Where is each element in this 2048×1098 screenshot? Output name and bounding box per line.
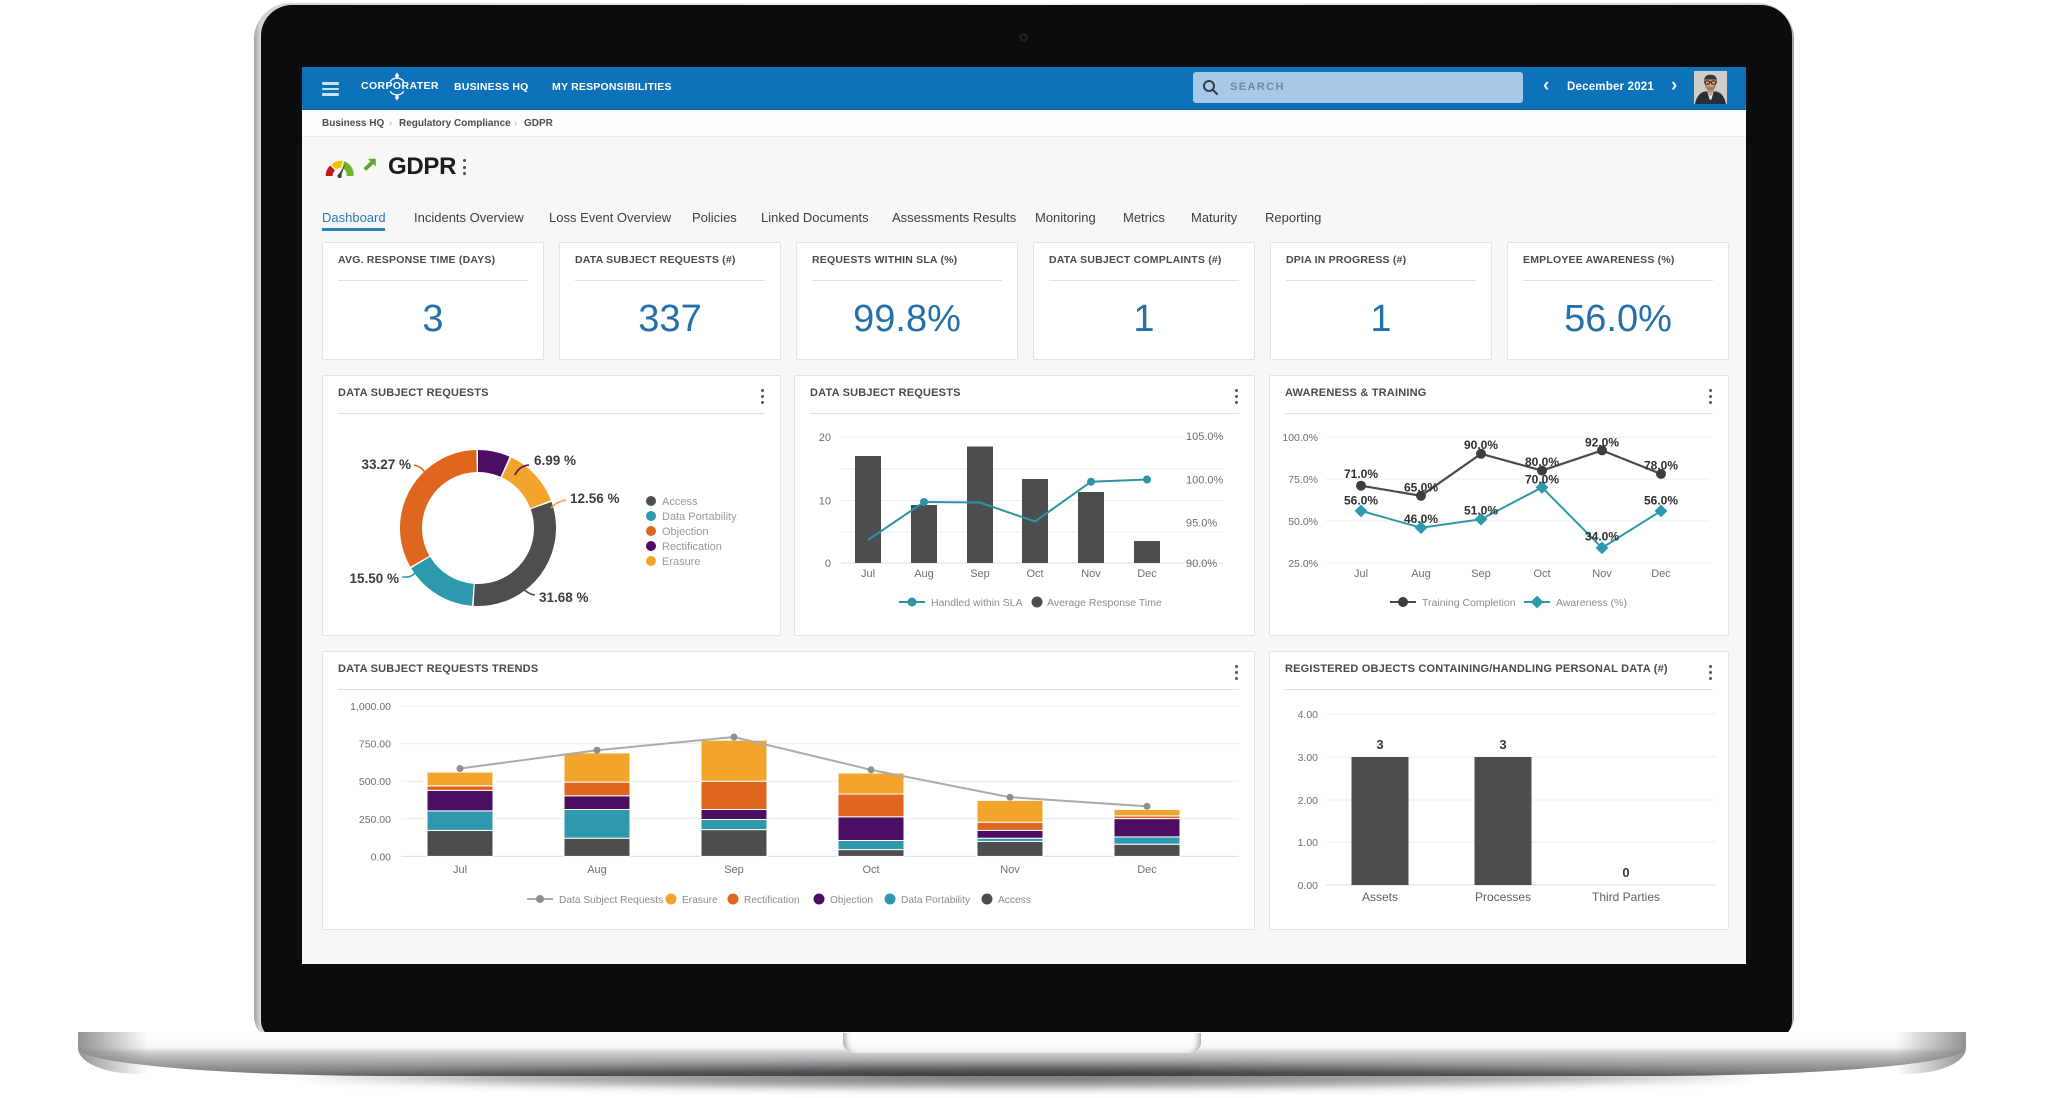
svg-text:Objection: Objection <box>830 895 873 906</box>
svg-text:Objection: Objection <box>662 526 708 538</box>
svg-text:80.0%: 80.0% <box>1525 455 1559 469</box>
svg-text:Access: Access <box>662 496 698 508</box>
svg-text:25.0%: 25.0% <box>1288 558 1318 570</box>
svg-text:Nov: Nov <box>1000 864 1020 876</box>
svg-text:1.00: 1.00 <box>1298 837 1319 849</box>
svg-text:10: 10 <box>819 496 831 508</box>
svg-text:750.00: 750.00 <box>359 739 391 751</box>
svg-text:Sep: Sep <box>1471 568 1491 580</box>
svg-text:Data Subject Requests: Data Subject Requests <box>559 895 663 906</box>
svg-text:3.00: 3.00 <box>1298 752 1319 764</box>
svg-text:0.00: 0.00 <box>1298 880 1319 892</box>
svg-text:Erasure: Erasure <box>662 556 701 568</box>
svg-text:Nov: Nov <box>1592 568 1612 580</box>
svg-text:95.0%: 95.0% <box>1186 517 1217 529</box>
svg-text:33.27 %: 33.27 % <box>361 457 411 472</box>
svg-text:Oct: Oct <box>862 864 879 876</box>
svg-text:Aug: Aug <box>1411 568 1431 580</box>
svg-text:Data Portability: Data Portability <box>662 511 737 523</box>
svg-text:Dec: Dec <box>1651 568 1671 580</box>
svg-text:70.0%: 70.0% <box>1525 473 1559 487</box>
svg-text:Rectification: Rectification <box>662 541 722 553</box>
svg-text:Oct: Oct <box>1026 568 1043 580</box>
svg-text:56.0%: 56.0% <box>1344 494 1378 508</box>
svg-text:3: 3 <box>1499 737 1506 752</box>
svg-text:105.0%: 105.0% <box>1186 431 1224 443</box>
svg-text:500.00: 500.00 <box>359 776 391 788</box>
svg-text:20: 20 <box>819 432 831 444</box>
svg-text:Access: Access <box>998 895 1031 906</box>
svg-text:34.0%: 34.0% <box>1585 530 1619 544</box>
svg-text:75.0%: 75.0% <box>1288 474 1318 486</box>
svg-text:Aug: Aug <box>914 568 934 580</box>
svg-text:Erasure: Erasure <box>682 895 718 906</box>
svg-text:Jul: Jul <box>1354 568 1368 580</box>
svg-text:90.0%: 90.0% <box>1186 558 1217 570</box>
svg-text:50.0%: 50.0% <box>1288 516 1318 528</box>
svg-text:92.0%: 92.0% <box>1585 436 1619 450</box>
svg-text:65.0%: 65.0% <box>1404 481 1438 495</box>
svg-text:46.0%: 46.0% <box>1404 512 1438 526</box>
svg-text:12.56 %: 12.56 % <box>570 491 620 506</box>
svg-text:Third Parties: Third Parties <box>1592 890 1660 904</box>
svg-text:Dec: Dec <box>1137 568 1157 580</box>
svg-text:51.0%: 51.0% <box>1464 504 1498 518</box>
svg-text:Training Completion: Training Completion <box>1422 597 1516 609</box>
svg-text:100.0%: 100.0% <box>1282 432 1318 444</box>
svg-text:Dec: Dec <box>1137 864 1157 876</box>
svg-text:3: 3 <box>1376 737 1383 752</box>
svg-text:2.00: 2.00 <box>1298 795 1319 807</box>
svg-text:Sep: Sep <box>970 568 990 580</box>
svg-text:71.0%: 71.0% <box>1344 467 1378 481</box>
svg-text:Jul: Jul <box>861 568 875 580</box>
svg-text:Assets: Assets <box>1362 890 1398 904</box>
svg-text:31.68 %: 31.68 % <box>539 590 589 605</box>
svg-text:Nov: Nov <box>1081 568 1101 580</box>
svg-text:Rectification: Rectification <box>744 895 800 906</box>
svg-text:0: 0 <box>825 558 831 570</box>
svg-text:1,000.00: 1,000.00 <box>350 701 391 713</box>
svg-text:250.00: 250.00 <box>359 814 391 826</box>
svg-text:56.0%: 56.0% <box>1644 494 1678 508</box>
svg-text:Jul: Jul <box>453 864 467 876</box>
svg-text:78.0%: 78.0% <box>1644 459 1678 473</box>
svg-text:Handled within SLA: Handled within SLA <box>931 597 1023 609</box>
svg-text:100.0%: 100.0% <box>1186 475 1224 487</box>
svg-text:15.50 %: 15.50 % <box>349 571 399 586</box>
svg-text:Awareness (%): Awareness (%) <box>1556 597 1627 609</box>
svg-text:Data Portability: Data Portability <box>901 895 971 906</box>
svg-text:90.0%: 90.0% <box>1464 438 1498 452</box>
svg-text:0.00: 0.00 <box>371 851 392 863</box>
svg-text:0: 0 <box>1622 865 1629 880</box>
svg-text:Sep: Sep <box>724 864 744 876</box>
svg-text:6.99 %: 6.99 % <box>534 453 576 468</box>
svg-text:Aug: Aug <box>587 864 607 876</box>
svg-text:Oct: Oct <box>1533 568 1550 580</box>
svg-text:4.00: 4.00 <box>1298 709 1319 721</box>
svg-text:Average Response Time: Average Response Time <box>1047 597 1162 609</box>
svg-text:Processes: Processes <box>1475 890 1531 904</box>
